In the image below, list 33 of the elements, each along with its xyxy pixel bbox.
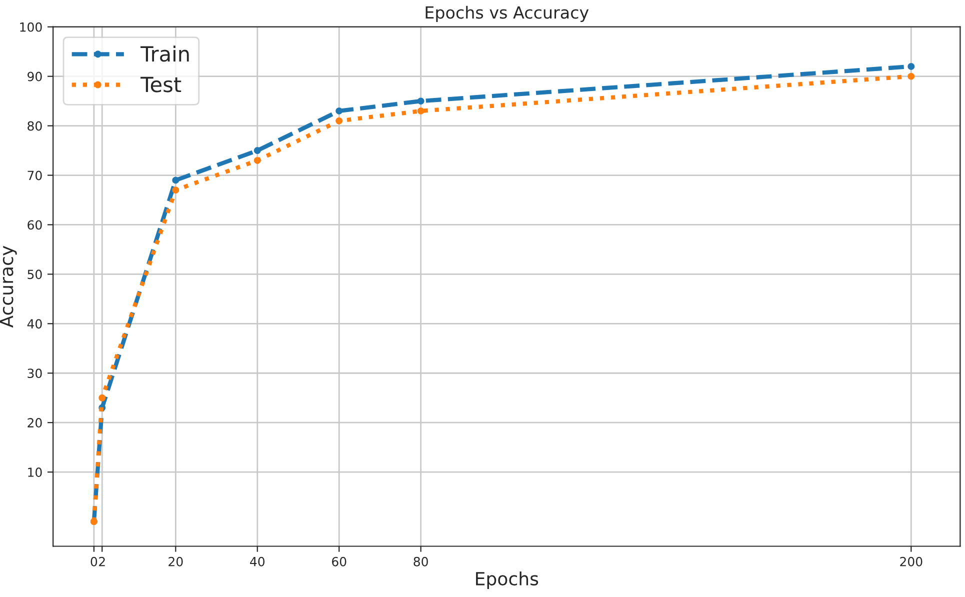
y-tick-label: 90	[28, 72, 42, 82]
y-tick-label: 20	[28, 418, 42, 428]
point	[417, 98, 424, 105]
y-tick-label: 70	[28, 170, 42, 180]
point	[417, 107, 424, 114]
y-tick-label: 40	[27, 319, 42, 329]
x-tick-label: 60	[332, 556, 346, 566]
chart-title: Epochs vs Accuracy	[426, 6, 589, 22]
x-tick-label: 0	[90, 556, 98, 566]
y-tick-label: 50	[28, 270, 42, 280]
point	[172, 176, 180, 184]
y-tick-label: 30	[28, 368, 42, 378]
x-tick-label: 200	[900, 556, 922, 566]
point	[908, 72, 915, 80]
y-tick-label: 100	[20, 22, 42, 32]
y-tick-label: 80	[28, 121, 42, 131]
x-axis-title: Epochs	[476, 572, 538, 590]
point	[908, 62, 915, 70]
point	[254, 147, 261, 154]
y-axis-title: Accuracy	[0, 246, 17, 328]
y-tick-label: 10	[28, 468, 42, 477]
x-tick-label: 80	[414, 556, 428, 566]
point	[98, 394, 106, 402]
x-tick-label: 40	[250, 556, 264, 566]
legend-label: Train	[140, 46, 189, 62]
x-tick-label: 2	[99, 556, 105, 566]
x-tick-label: 20	[168, 556, 183, 566]
point	[172, 186, 180, 194]
y-tick-label: 60	[28, 220, 42, 230]
point	[254, 156, 261, 164]
legend-label: Test	[140, 76, 182, 92]
point	[336, 117, 343, 124]
point	[336, 107, 343, 114]
